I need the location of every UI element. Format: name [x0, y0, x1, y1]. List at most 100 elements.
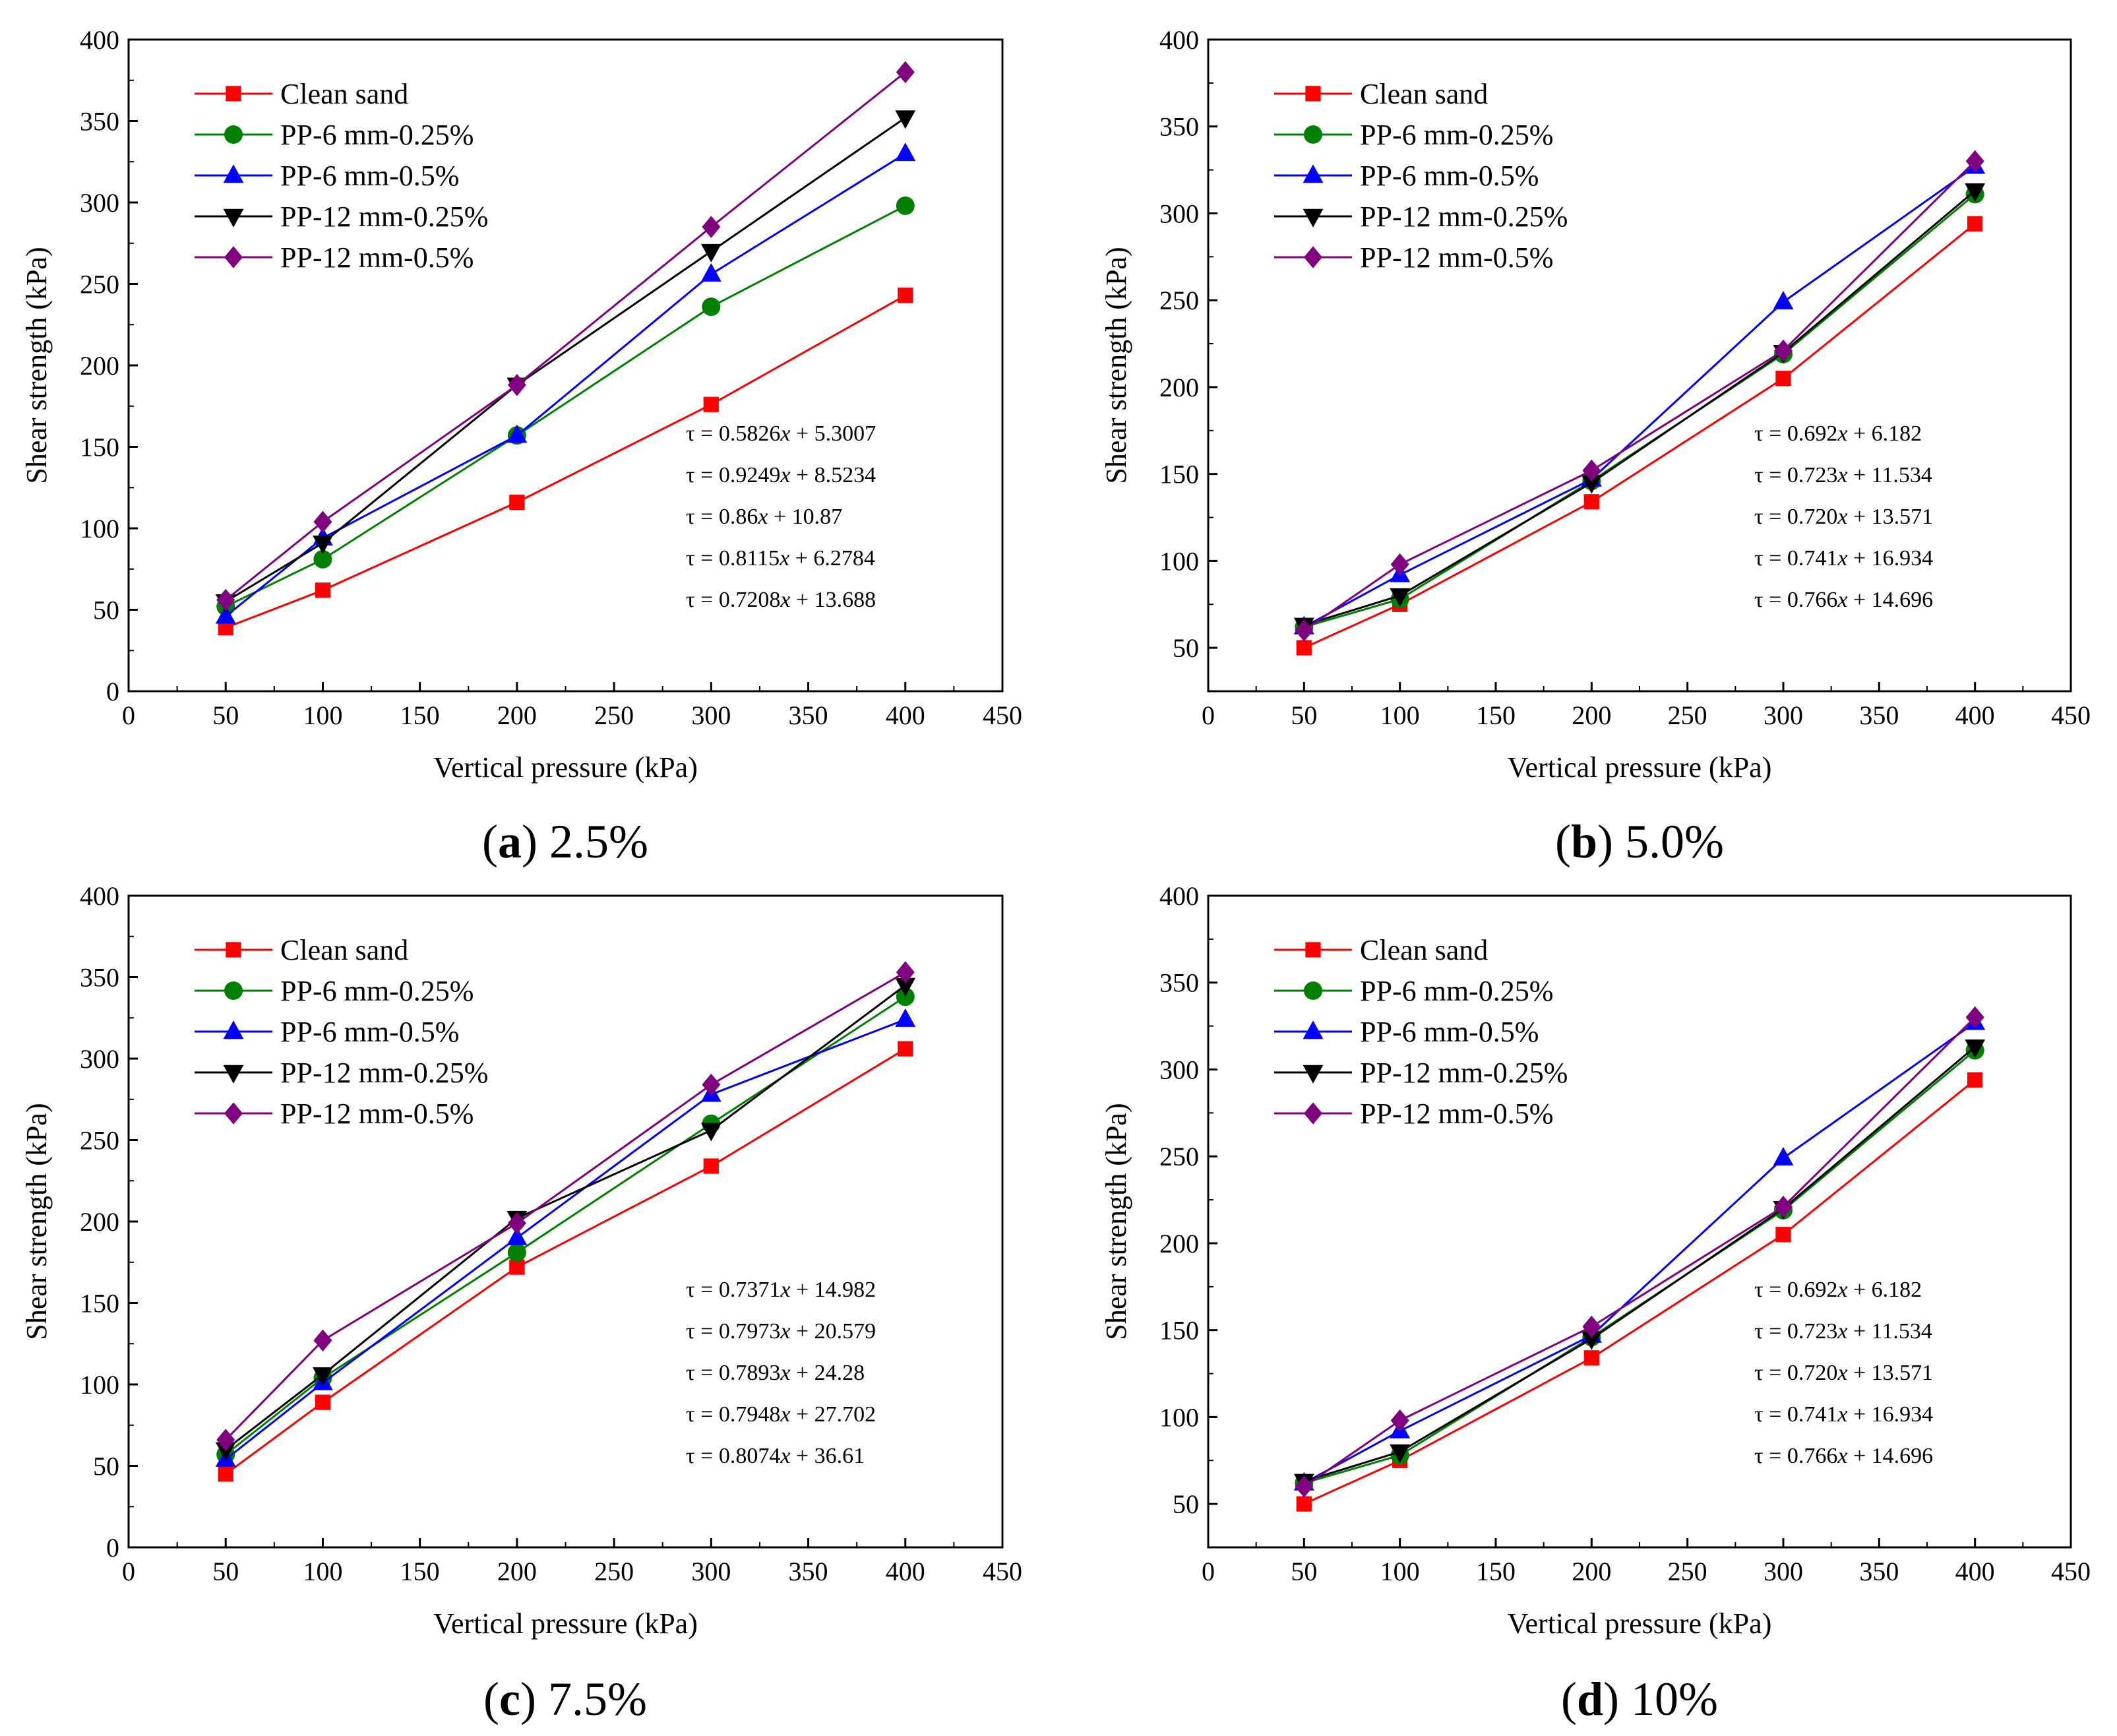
- y-tick-label: 350: [1159, 112, 1199, 142]
- data-point-s0-p4: [898, 1041, 913, 1057]
- data-point-s2-p0: [215, 605, 236, 624]
- x-tick-label: 250: [594, 1557, 634, 1586]
- equation-4: τ = 0.766x + 14.696: [1754, 588, 1933, 612]
- chart-panel-a: 0 50 100 150 200 250 300 350 400 450 0 50 100 150 200 2…: [20, 25, 1022, 868]
- legend-label-3: PP-12 mm-0.25%: [280, 201, 488, 233]
- x-tick-label: 350: [1859, 1557, 1899, 1586]
- equation-2: τ = 0.720x + 13.571: [1754, 1361, 1933, 1385]
- equation-4: τ = 0.8074x + 36.61: [686, 1444, 865, 1468]
- data-point-s2-p2: [506, 424, 528, 443]
- legend-label-0: Clean sand: [280, 78, 408, 110]
- y-tick-label: 200: [80, 351, 119, 381]
- x-tick-label: 150: [400, 700, 440, 730]
- legend-marker-0: [226, 86, 241, 102]
- x-tick-label: 450: [983, 700, 1022, 730]
- x-tick-label: 300: [1764, 1557, 1803, 1586]
- legend-label-4: PP-12 mm-0.5%: [1360, 1098, 1553, 1130]
- legend-marker-3: [223, 1065, 244, 1084]
- data-point-s4-p3: [1774, 1195, 1793, 1218]
- y-tick-label: 250: [1159, 286, 1199, 315]
- y-tick-label: 400: [1159, 25, 1199, 55]
- x-tick-label: 100: [303, 1557, 342, 1586]
- x-axis-label: Vertical pressure (kPa): [433, 751, 698, 784]
- legend-label-2: PP-6 mm-0.5%: [280, 160, 459, 192]
- y-tick-label: 300: [1159, 199, 1199, 228]
- x-tick-label: 0: [122, 1557, 135, 1586]
- legend-label-0: Clean sand: [1360, 78, 1488, 110]
- legend-marker-4: [224, 1102, 243, 1125]
- y-tick-label: 350: [80, 963, 119, 993]
- y-tick-label: 150: [80, 433, 119, 462]
- x-tick-label: 150: [1476, 1557, 1516, 1586]
- y-tick-label: 50: [1173, 633, 1199, 663]
- y-tick-label: 300: [80, 188, 119, 218]
- x-tick-label: 50: [1291, 1557, 1317, 1586]
- equation-1: τ = 0.723x + 11.534: [1754, 463, 1932, 487]
- y-tick-label: 100: [80, 1370, 119, 1400]
- legend-label-2: PP-6 mm-0.5%: [280, 1016, 459, 1048]
- chart-panel-c: 0 50 100 150 200 250 300 350 400 450 0 50 100 150 200 2…: [20, 881, 1022, 1725]
- legend-label-1: PP-6 mm-0.25%: [1360, 119, 1553, 151]
- legend-marker-2: [223, 1020, 244, 1039]
- y-tick-label: 200: [1159, 1229, 1199, 1258]
- equation-1: τ = 0.9249x + 8.5234: [686, 463, 876, 487]
- legend-marker-4: [224, 246, 243, 268]
- legend-marker-1: [1304, 981, 1322, 1000]
- data-point-s3-p3: [700, 243, 721, 263]
- data-point-s4-p2: [1582, 459, 1601, 482]
- x-axis-label: Vertical pressure (kPa): [1508, 751, 1772, 784]
- equation-0: τ = 0.7371x + 14.982: [686, 1278, 876, 1302]
- data-point-s4-p0: [216, 1429, 235, 1451]
- data-point-s0-p0: [218, 1466, 233, 1482]
- data-point-s0-p3: [703, 396, 719, 412]
- x-tick-label: 50: [212, 1557, 239, 1586]
- caption-d: (d) 10%: [1561, 1673, 1718, 1725]
- data-point-s2-p3: [1773, 291, 1794, 310]
- legend-label-1: PP-6 mm-0.25%: [280, 975, 474, 1007]
- x-tick-label: 200: [1572, 700, 1611, 730]
- x-tick-label: 100: [1380, 700, 1420, 730]
- y-tick-label: 200: [1159, 373, 1199, 402]
- data-point-s3-p1: [1390, 1444, 1411, 1463]
- data-point-s2-p2: [506, 1226, 528, 1245]
- data-point-s3-p0: [215, 1442, 236, 1461]
- y-tick-label: 350: [80, 107, 119, 137]
- x-axis-label: Vertical pressure (kPa): [433, 1607, 698, 1640]
- x-tick-label: 250: [594, 700, 634, 730]
- data-point-s2-p3: [700, 263, 721, 282]
- data-point-s2-p3: [1773, 1147, 1794, 1166]
- x-tick-label: 300: [691, 1557, 731, 1586]
- equation-4: τ = 0.7208x + 13.688: [686, 588, 876, 612]
- data-point-s3-p4: [1965, 183, 1986, 202]
- data-point-s0-p3: [1775, 371, 1791, 387]
- legend-label-3: PP-12 mm-0.25%: [1360, 201, 1568, 233]
- legend-label-1: PP-6 mm-0.25%: [280, 119, 474, 151]
- chart-panel-b: 0 50 100 150 200 250 300 350 400 450 50 100 150 200 25…: [1100, 25, 2091, 868]
- y-tick-label: 300: [1159, 1055, 1199, 1084]
- data-point-s3-p3: [700, 1123, 721, 1142]
- data-point-s3-p4: [1965, 1039, 1986, 1059]
- data-point-s0-p2: [509, 1259, 525, 1275]
- y-axis-label: Shear strength (kPa): [20, 247, 53, 483]
- data-point-s4-p1: [313, 1329, 332, 1352]
- y-tick-label: 0: [106, 677, 119, 706]
- x-tick-label: 350: [789, 700, 828, 730]
- legend-marker-4: [1304, 246, 1322, 268]
- data-point-s4-p1: [313, 511, 332, 533]
- data-point-s4-p0: [216, 588, 235, 611]
- y-axis-label: Shear strength (kPa): [20, 1103, 53, 1340]
- data-point-s4-p3: [1774, 339, 1793, 362]
- data-point-s3-p4: [895, 110, 916, 129]
- legend-marker-2: [1303, 1020, 1324, 1039]
- x-tick-label: 0: [1202, 1557, 1215, 1586]
- x-tick-label: 50: [1291, 700, 1317, 730]
- x-tick-label: 450: [983, 1557, 1022, 1586]
- equation-2: τ = 0.7893x + 24.28: [686, 1361, 865, 1385]
- data-point-s1-p4: [896, 196, 915, 215]
- caption-b: (b) 5.0%: [1555, 815, 1724, 868]
- x-tick-label: 250: [1668, 1557, 1707, 1586]
- data-point-s3-p1: [1390, 588, 1411, 607]
- equation-4: τ = 0.766x + 14.696: [1754, 1444, 1933, 1468]
- y-tick-label: 400: [80, 25, 119, 55]
